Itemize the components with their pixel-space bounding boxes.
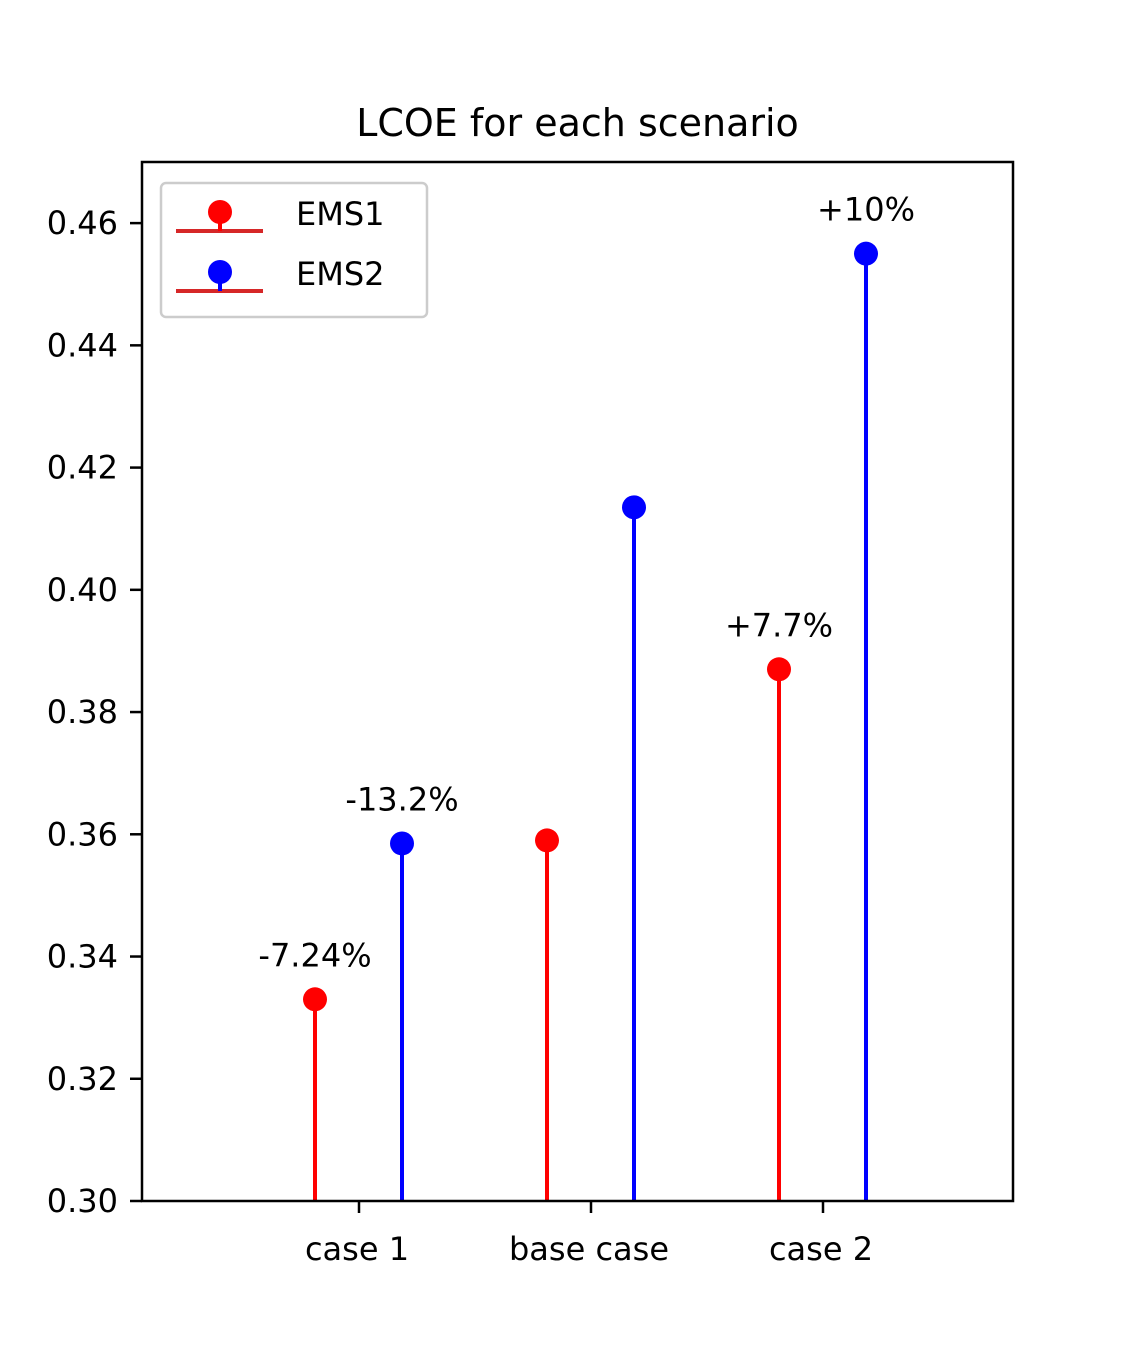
data-label: -13.2% [345, 780, 458, 818]
chart-title: LCOE for each scenario [356, 101, 799, 145]
data-point [854, 241, 878, 266]
axes-frame [140, 160, 1015, 1203]
data-point [622, 495, 646, 520]
legend-marker [208, 260, 232, 284]
y-tick-label: 0.30 [47, 1182, 118, 1220]
y-tick-label: 0.46 [47, 204, 118, 242]
data-label: -7.24% [258, 936, 371, 974]
x-tick-label: case 2 [769, 1230, 873, 1268]
plot-area: 0.30 0.32 0.34 0.36 0.38 0.40 0.42 0.44 0.46 case… [47, 191, 915, 1268]
legend-label: EMS1 [296, 195, 385, 233]
y-tick-label: 0.32 [47, 1060, 118, 1098]
data-label: +10% [817, 191, 915, 229]
legend: EMS1 EMS2 [159, 181, 429, 319]
legend-label: EMS2 [296, 255, 385, 293]
legend-marker [208, 200, 232, 224]
data-label: +7.7% [725, 606, 833, 644]
y-tick-label: 0.42 [47, 449, 118, 487]
x-tick-label: case 1 [305, 1230, 409, 1268]
y-tick-label: 0.36 [47, 815, 118, 853]
y-tick-label: 0.38 [47, 693, 118, 731]
x-tick-label: base case [509, 1230, 669, 1268]
legend-box [159, 181, 429, 319]
data-point [767, 657, 791, 682]
data-point [303, 987, 327, 1012]
data-point [390, 831, 414, 856]
y-tick-label: 0.34 [47, 938, 118, 976]
y-tick-label: 0.40 [47, 571, 118, 609]
y-tick-label: 0.44 [47, 326, 118, 364]
data-point [535, 828, 559, 853]
